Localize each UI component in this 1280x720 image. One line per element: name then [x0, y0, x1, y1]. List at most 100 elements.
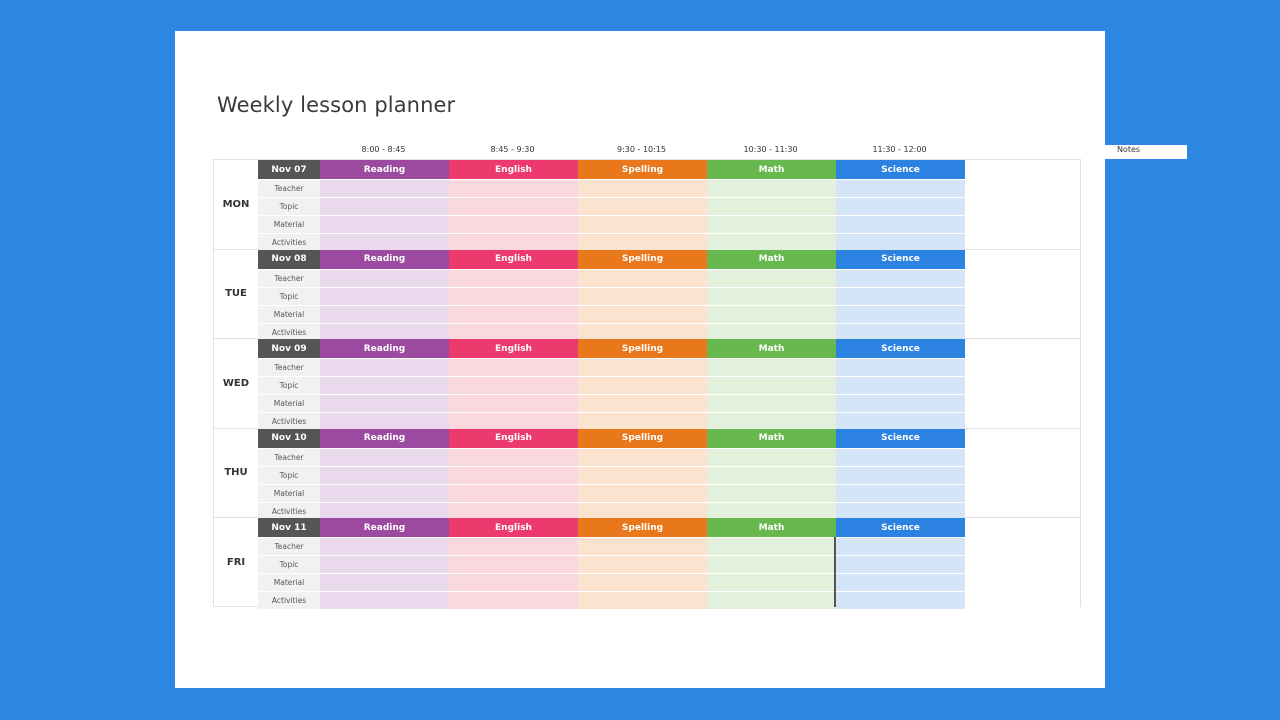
lesson-cell-english[interactable] — [449, 377, 578, 394]
lesson-cell-english[interactable] — [449, 180, 578, 197]
lesson-cell-math[interactable] — [707, 448, 836, 466]
notes-cell[interactable] — [965, 428, 1080, 517]
lesson-cell-reading[interactable] — [320, 556, 449, 573]
lesson-cell-math[interactable] — [707, 180, 836, 197]
lesson-cell-spelling[interactable] — [578, 216, 707, 233]
subject-header-science[interactable]: Science — [836, 428, 965, 448]
lesson-cell-spelling[interactable] — [578, 359, 707, 376]
lesson-cell-science[interactable] — [836, 359, 965, 376]
lesson-cell-math[interactable] — [707, 323, 836, 341]
lesson-cell-science[interactable] — [836, 377, 965, 394]
lesson-cell-english[interactable] — [449, 502, 578, 520]
lesson-cell-math[interactable] — [707, 359, 836, 376]
lesson-cell-english[interactable] — [449, 466, 578, 484]
lesson-cell-english[interactable] — [449, 574, 578, 591]
subject-header-math[interactable]: Math — [707, 249, 836, 269]
lesson-cell-spelling[interactable] — [578, 305, 707, 323]
lesson-cell-science[interactable] — [836, 574, 965, 591]
lesson-cell-science[interactable] — [836, 180, 965, 197]
lesson-cell-science[interactable] — [836, 484, 965, 502]
lesson-cell-english[interactable] — [449, 395, 578, 412]
subject-header-science[interactable]: Science — [836, 339, 965, 358]
lesson-cell-reading[interactable] — [320, 484, 449, 502]
subject-header-english[interactable]: English — [449, 249, 578, 269]
lesson-cell-spelling[interactable] — [578, 180, 707, 197]
lesson-cell-reading[interactable] — [320, 323, 449, 341]
lesson-cell-science[interactable] — [836, 556, 965, 573]
lesson-cell-spelling[interactable] — [578, 592, 707, 609]
notes-cell[interactable] — [965, 518, 1080, 608]
lesson-cell-math[interactable] — [707, 484, 836, 502]
lesson-cell-math[interactable] — [707, 377, 836, 394]
subject-header-english[interactable]: English — [449, 518, 578, 537]
lesson-cell-spelling[interactable] — [578, 466, 707, 484]
lesson-cell-spelling[interactable] — [578, 377, 707, 394]
lesson-cell-english[interactable] — [449, 198, 578, 215]
lesson-cell-reading[interactable] — [320, 234, 449, 251]
lesson-cell-reading[interactable] — [320, 538, 449, 555]
lesson-cell-english[interactable] — [449, 556, 578, 573]
subject-header-spelling[interactable]: Spelling — [578, 160, 707, 179]
lesson-cell-reading[interactable] — [320, 216, 449, 233]
lesson-cell-english[interactable] — [449, 305, 578, 323]
lesson-cell-spelling[interactable] — [578, 234, 707, 251]
lesson-cell-math[interactable] — [707, 574, 836, 591]
lesson-cell-english[interactable] — [449, 323, 578, 341]
lesson-cell-english[interactable] — [449, 216, 578, 233]
lesson-cell-english[interactable] — [449, 269, 578, 287]
notes-cell[interactable] — [965, 339, 1080, 428]
subject-header-science[interactable]: Science — [836, 249, 965, 269]
lesson-cell-reading[interactable] — [320, 287, 449, 305]
lesson-cell-spelling[interactable] — [578, 395, 707, 412]
column-resize-handle[interactable] — [834, 537, 836, 607]
lesson-cell-english[interactable] — [449, 287, 578, 305]
lesson-cell-spelling[interactable] — [578, 574, 707, 591]
lesson-cell-reading[interactable] — [320, 592, 449, 609]
lesson-cell-math[interactable] — [707, 305, 836, 323]
lesson-cell-math[interactable] — [707, 466, 836, 484]
subject-header-reading[interactable]: Reading — [320, 339, 449, 358]
lesson-cell-math[interactable] — [707, 538, 836, 555]
lesson-cell-spelling[interactable] — [578, 413, 707, 430]
lesson-cell-english[interactable] — [449, 359, 578, 376]
lesson-cell-math[interactable] — [707, 216, 836, 233]
lesson-cell-english[interactable] — [449, 592, 578, 609]
lesson-cell-spelling[interactable] — [578, 448, 707, 466]
lesson-cell-science[interactable] — [836, 216, 965, 233]
lesson-cell-science[interactable] — [836, 538, 965, 555]
lesson-cell-spelling[interactable] — [578, 502, 707, 520]
lesson-cell-spelling[interactable] — [578, 484, 707, 502]
subject-header-reading[interactable]: Reading — [320, 428, 449, 448]
subject-header-math[interactable]: Math — [707, 160, 836, 179]
lesson-cell-reading[interactable] — [320, 413, 449, 430]
subject-header-spelling[interactable]: Spelling — [578, 518, 707, 537]
lesson-cell-reading[interactable] — [320, 502, 449, 520]
lesson-cell-reading[interactable] — [320, 180, 449, 197]
lesson-cell-math[interactable] — [707, 269, 836, 287]
lesson-cell-science[interactable] — [836, 395, 965, 412]
subject-header-science[interactable]: Science — [836, 160, 965, 179]
lesson-cell-english[interactable] — [449, 484, 578, 502]
lesson-cell-reading[interactable] — [320, 448, 449, 466]
lesson-cell-reading[interactable] — [320, 269, 449, 287]
lesson-cell-math[interactable] — [707, 413, 836, 430]
lesson-cell-science[interactable] — [836, 592, 965, 609]
lesson-cell-math[interactable] — [707, 556, 836, 573]
subject-header-spelling[interactable]: Spelling — [578, 249, 707, 269]
lesson-cell-math[interactable] — [707, 592, 836, 609]
lesson-cell-reading[interactable] — [320, 574, 449, 591]
subject-header-english[interactable]: English — [449, 428, 578, 448]
subject-header-english[interactable]: English — [449, 160, 578, 179]
lesson-cell-spelling[interactable] — [578, 556, 707, 573]
lesson-cell-english[interactable] — [449, 538, 578, 555]
subject-header-science[interactable]: Science — [836, 518, 965, 537]
subject-header-reading[interactable]: Reading — [320, 518, 449, 537]
subject-header-reading[interactable]: Reading — [320, 160, 449, 179]
subject-header-english[interactable]: English — [449, 339, 578, 358]
lesson-cell-reading[interactable] — [320, 395, 449, 412]
lesson-cell-science[interactable] — [836, 323, 965, 341]
lesson-cell-spelling[interactable] — [578, 287, 707, 305]
subject-header-reading[interactable]: Reading — [320, 249, 449, 269]
lesson-cell-science[interactable] — [836, 198, 965, 215]
subject-header-spelling[interactable]: Spelling — [578, 428, 707, 448]
